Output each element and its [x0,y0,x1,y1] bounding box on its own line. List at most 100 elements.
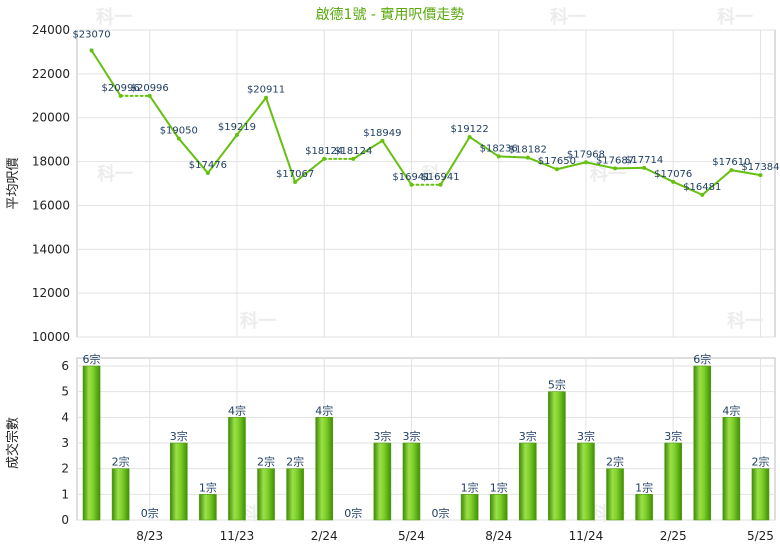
bar [402,442,421,521]
bar-label: 1宗 [461,480,479,494]
series-line-segment [148,94,180,140]
data-label: $17476 [189,160,227,171]
data-label: $18124 [305,146,343,157]
bar [286,468,304,521]
data-point [583,160,588,165]
bar-label: 4宗 [722,403,740,417]
bar-label: 1宗 [635,480,653,494]
bar [664,442,683,521]
bar-y-tick-label: 0 [61,513,69,527]
data-label: $23070 [72,29,110,40]
line-y-tick-label: 12000 [32,286,70,300]
data-label: $16941 [392,172,430,183]
bar [489,494,508,521]
data-label: $20996 [102,83,140,94]
series-line-segment [730,169,762,177]
bar [606,468,624,521]
line-y-axis-label: 平均呎價 [6,157,21,209]
bar [693,365,712,521]
watermark: 科一 [727,310,763,332]
series-line-segment [439,135,471,186]
bar-y-tick-label: 4 [61,410,69,424]
data-label: $20996 [131,83,169,94]
data-label: $17610 [712,157,750,168]
bar [635,494,653,521]
bar-label: 3宗 [519,429,537,443]
data-label: $20911 [247,85,285,96]
bar [82,365,101,521]
bar-label: 3宗 [170,429,188,443]
bar [577,442,595,521]
data-point [467,134,472,139]
bar-y-tick-label: 5 [61,385,69,399]
series-line-segment [90,49,122,97]
bar-label: 6宗 [693,352,711,366]
bar-label: 1宗 [199,480,217,494]
bar-label: 2宗 [286,455,304,469]
data-point [642,165,647,170]
data-label: $18124 [334,146,372,157]
bar [460,494,479,521]
data-label: $17968 [567,149,605,160]
line-y-tick-label: 14000 [32,242,70,256]
data-label: $18949 [363,128,401,139]
watermark: 科一 [717,6,753,28]
bar-y-tick-label: 3 [61,436,69,450]
bar-label: 3宗 [373,429,391,443]
series-line-segment [526,156,558,171]
series-line-segment [235,96,268,136]
data-point [758,173,763,178]
x-tick-label: 11/24 [569,529,604,543]
data-point [176,136,181,141]
data-point [671,179,676,184]
x-tick-label: 8/23 [136,529,163,543]
bar-label: 2宗 [112,455,130,469]
data-point [234,132,239,137]
bar-label: 2宗 [751,455,769,469]
data-point [118,93,123,98]
data-label: $18182 [509,145,547,156]
bar [373,442,392,521]
data-label: $16941 [421,172,459,183]
data-label: $17687 [596,155,634,166]
series-line-segment [352,139,384,160]
data-point [380,138,385,143]
data-point [729,168,734,173]
bar-label: 0宗 [141,506,159,520]
line-y-tick-label: 24000 [32,23,70,37]
x-tick-label: 11/23 [220,529,255,543]
bar-label: 1宗 [490,480,508,494]
series-line-segment [497,155,529,159]
bar [111,468,130,521]
series-line-segment [614,166,646,170]
data-point [264,95,269,100]
bar-label: 4宗 [228,403,246,417]
bar-label: 3宗 [402,429,420,443]
x-tick-label: 8/24 [485,529,512,543]
series-line-segment [555,161,587,171]
series-line-segment [701,169,733,196]
bar [228,417,246,521]
chart-title: 啟德1號 - 實用呎價走勢 [315,7,465,23]
data-point [293,180,298,185]
data-point [351,156,356,161]
bar-label: 2宗 [606,455,624,469]
series-line-segment [206,133,238,175]
bar [315,417,334,521]
data-point [409,182,414,187]
data-point [147,93,152,98]
bar-label: 5宗 [548,378,566,392]
series-line-segment [381,139,413,186]
line-y-tick-label: 20000 [32,111,70,125]
line-y-tick-label: 10000 [32,330,70,344]
watermark: 科一 [550,6,586,28]
series-line-segment [177,137,209,175]
bar-label: 4宗 [315,403,333,417]
bar-y-tick-label: 2 [61,462,69,476]
line-y-tick-label: 16000 [32,198,70,212]
data-point [554,167,559,172]
data-point [496,154,501,159]
series-line-segment [294,157,326,184]
